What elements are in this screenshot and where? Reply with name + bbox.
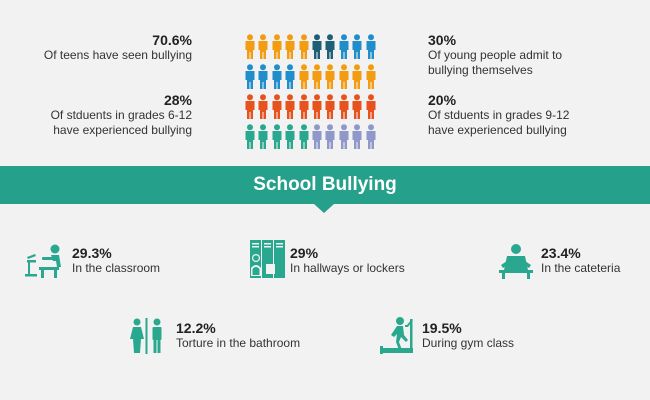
person-icon (352, 94, 362, 119)
person-icon (285, 124, 295, 149)
stat-grades-6-12: 28% Of stduents in grades 6-12 have expe… (20, 92, 192, 138)
person-icon (258, 34, 268, 59)
banner-pointer (314, 204, 334, 213)
person-icon (366, 34, 376, 59)
location-bathroom-description: Torture in the bathroom (176, 336, 301, 350)
location-classroom: 29.3% In the classroom (25, 243, 215, 283)
location-classroom-percent: 29.3% (72, 245, 112, 261)
stat-grades-6-12-description-line2: have experienced bullying (53, 123, 192, 137)
location-gym-percent: 19.5% (422, 320, 462, 336)
stat-admit-bullying: 30% Of young people admit to bullying th… (428, 32, 628, 78)
person-icon (285, 34, 295, 59)
location-cafeteria-percent: 23.4% (541, 245, 581, 261)
person-icon (352, 124, 362, 149)
person-icon (245, 64, 255, 89)
person-icon (339, 94, 349, 119)
person-icon (258, 124, 268, 149)
person-icon (339, 64, 349, 89)
person-icon (312, 64, 322, 89)
person-icon (299, 124, 309, 149)
location-hallways: 29% In hallways or lockers (250, 240, 440, 282)
cafeteria-icon (499, 244, 533, 279)
person-icon (272, 64, 282, 89)
location-cafeteria-description: In the cateteria (541, 261, 621, 275)
person-icon (366, 124, 376, 149)
person-icon (312, 34, 322, 59)
person-icon (325, 34, 335, 59)
stat-grades-9-12-description-line2: have experienced bullying (428, 123, 567, 137)
person-icon (258, 94, 268, 119)
stat-grades-9-12-percent: 20% (428, 92, 457, 108)
person-icon (339, 34, 349, 59)
location-gym-description: During gym class (422, 336, 515, 350)
person-icon (272, 94, 282, 119)
person-icon (299, 64, 309, 89)
person-icon (245, 124, 255, 149)
person-icon (285, 94, 295, 119)
stat-grades-6-12-percent: 28% (163, 92, 192, 108)
person-icon (339, 124, 349, 149)
stat-seen-bullying: 70.6% Of teens have seen bullying (20, 32, 192, 63)
location-cafeteria: 23.4% In the cateteria (499, 243, 639, 283)
person-icon (299, 94, 309, 119)
people-pictogram-grid (244, 34, 378, 154)
person-icon (325, 64, 335, 89)
section-banner: School Bullying (0, 166, 650, 204)
location-hallways-description: In hallways or lockers (290, 261, 405, 275)
stat-grades-9-12: 20% Of stduents in grades 9-12 have expe… (428, 92, 628, 138)
person-icon (325, 94, 335, 119)
restroom-icon (130, 318, 162, 354)
location-classroom-description: In the classroom (72, 261, 161, 275)
person-icon (352, 64, 362, 89)
person-icon (366, 64, 376, 89)
person-icon (352, 34, 362, 59)
classroom-desk-icon (25, 244, 61, 278)
stat-admit-bullying-percent: 30% (428, 32, 457, 48)
person-icon (366, 94, 376, 119)
person-icon (299, 34, 309, 59)
section-title: School Bullying (253, 174, 397, 195)
person-icon (245, 94, 255, 119)
stat-admit-bullying-description-line2: bullying themselves (428, 63, 533, 77)
location-bathroom-percent: 12.2% (176, 320, 216, 336)
stat-admit-bullying-description-line1: Of young people admit to (428, 48, 563, 62)
stat-grades-6-12-description-line1: Of stduents in grades 6-12 (50, 108, 192, 122)
stat-seen-bullying-description: Of teens have seen bullying (43, 48, 192, 62)
person-icon (312, 124, 322, 149)
person-icon (272, 34, 282, 59)
stat-seen-bullying-percent: 70.6% (152, 32, 192, 48)
person-icon (285, 64, 295, 89)
person-icon (245, 34, 255, 59)
location-bathroom: 12.2% Torture in the bathroom (130, 318, 330, 358)
locker-icon (250, 240, 285, 278)
person-icon (312, 94, 322, 119)
treadmill-icon (380, 317, 413, 354)
stat-grades-9-12-description-line1: Of stduents in grades 9-12 (428, 108, 570, 122)
person-icon (258, 64, 268, 89)
person-icon (325, 124, 335, 149)
location-gym: 19.5% During gym class (380, 316, 540, 358)
person-icon (272, 124, 282, 149)
location-hallways-percent: 29% (290, 245, 319, 261)
